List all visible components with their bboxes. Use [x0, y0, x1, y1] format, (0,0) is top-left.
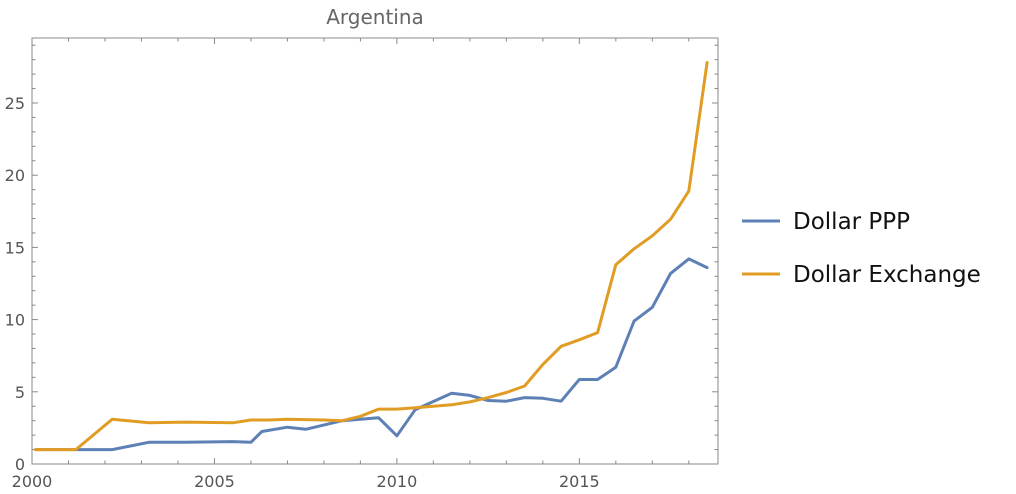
x-tick-label: 2005: [194, 472, 235, 491]
y-tick-label: 25: [5, 94, 25, 113]
y-tick-label: 10: [5, 311, 25, 330]
series-line-2: [34, 61, 709, 452]
legend-label-2: Dollar Exchange: [793, 262, 981, 288]
x-axis: 2000 2005 2010 2015: [12, 38, 690, 491]
x-tick-label: 2000: [12, 472, 53, 491]
legend-label-1: Dollar PPP: [793, 209, 910, 235]
y-tick-label: 0: [15, 455, 25, 474]
y-tick-label: 15: [5, 238, 25, 257]
y-tick-label: 20: [5, 166, 25, 185]
legend: Dollar PPP Dollar Exchange: [742, 209, 981, 288]
y-axis: 0 5 10 15 20 25: [5, 44, 718, 474]
plot-frame: [31, 37, 719, 465]
y-tick-label: 5: [15, 383, 25, 402]
series-line-1: [34, 257, 709, 452]
x-tick-label: 2015: [559, 472, 600, 491]
chart-title: Argentina: [326, 5, 424, 29]
x-tick-label: 2010: [377, 472, 418, 491]
series-layer: [34, 61, 709, 452]
